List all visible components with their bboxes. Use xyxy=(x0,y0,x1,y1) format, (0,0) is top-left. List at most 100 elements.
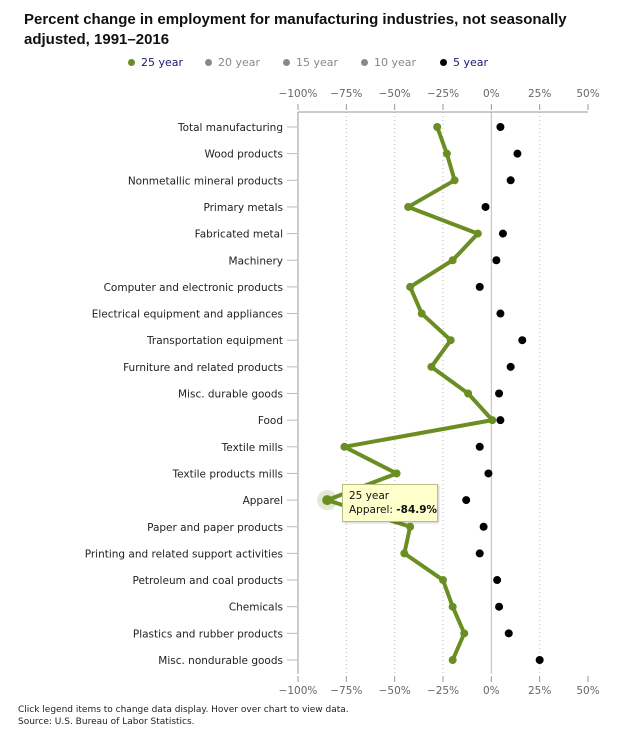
data-point-5-year xyxy=(506,362,515,371)
data-point-5-year xyxy=(504,629,513,638)
legend-label: 10 year xyxy=(374,56,417,69)
data-point-5-year xyxy=(518,336,527,345)
x-tick-label-top: −75% xyxy=(330,88,362,100)
tooltip: 25 year Apparel: -84.9% xyxy=(342,484,438,522)
x-tick-label-bottom: 0% xyxy=(483,685,500,697)
data-point-25-year xyxy=(473,229,482,238)
data-point-5-year xyxy=(496,416,505,425)
category-label: Paper and paper products xyxy=(147,522,283,534)
legend-label: 25 year xyxy=(141,56,184,69)
data-point-25-year xyxy=(442,149,451,158)
legend-marker-icon xyxy=(361,59,368,66)
data-point-5-year xyxy=(462,496,471,505)
category-label: Misc. nondurable goods xyxy=(158,655,283,667)
data-point-25-year xyxy=(427,362,436,371)
x-tick-label-top: −100% xyxy=(279,88,318,100)
data-point-5-year xyxy=(495,602,504,611)
data-point-25-year xyxy=(448,602,457,611)
data-point-25-year xyxy=(417,309,426,318)
data-point-5-year xyxy=(496,123,505,131)
legend-label: 5 year xyxy=(453,56,489,69)
x-tick-label-top: 0% xyxy=(483,88,500,100)
data-point-25-year xyxy=(448,256,457,265)
data-point-25-year xyxy=(406,522,415,531)
data-point-25-year xyxy=(406,282,415,291)
tooltip-value: -84.9% xyxy=(396,504,438,516)
x-tick-label-bottom: 25% xyxy=(528,685,551,697)
x-tick-label-top: 50% xyxy=(576,88,599,100)
data-point-25-year xyxy=(488,416,497,425)
category-label: Petroleum and coal products xyxy=(133,575,283,587)
data-point-5-year xyxy=(484,469,493,478)
legend: 25 year 20 year 15 year 10 year 5 year xyxy=(0,56,621,74)
legend-item[interactable]: 20 year xyxy=(205,56,260,69)
data-point-5-year xyxy=(481,202,490,211)
data-point-5-year xyxy=(498,229,507,238)
x-tick-label-top: −25% xyxy=(427,88,459,100)
chart-notes: Click legend items to change data displa… xyxy=(18,704,349,728)
data-point-25-year xyxy=(392,469,401,478)
legend-marker-icon xyxy=(283,59,290,66)
x-tick-label-bottom: −25% xyxy=(427,685,459,697)
category-label: Food xyxy=(258,415,283,427)
legend-marker-icon xyxy=(440,59,447,66)
category-label: Total manufacturing xyxy=(177,122,283,134)
data-point-25-year xyxy=(448,656,457,664)
data-point-5-year xyxy=(535,656,544,664)
legend-label: 20 year xyxy=(218,56,261,69)
data-point-5-year xyxy=(513,149,522,158)
data-point-5-year xyxy=(506,176,515,185)
tooltip-series: 25 year xyxy=(349,490,390,502)
data-point-5-year xyxy=(475,282,484,291)
category-label: Computer and electronic products xyxy=(104,282,283,294)
data-point-5-year xyxy=(493,576,502,585)
legend-item[interactable]: 5 year xyxy=(440,56,488,69)
category-label: Chemicals xyxy=(229,602,283,614)
data-point-5-year xyxy=(479,522,488,531)
data-point-25-year xyxy=(340,442,349,451)
data-point-5-year xyxy=(475,442,484,451)
data-point-25-year xyxy=(460,629,469,638)
data-point-25-year xyxy=(400,549,409,558)
legend-label: 15 year xyxy=(296,56,339,69)
data-point-25-year xyxy=(404,202,413,211)
data-point-5-year xyxy=(492,256,501,265)
data-point-25-year xyxy=(433,123,442,131)
legend-marker-icon xyxy=(205,59,212,66)
data-point-25-year xyxy=(446,336,455,345)
x-tick-label-bottom: −100% xyxy=(279,685,318,697)
category-label: Fabricated metal xyxy=(195,229,283,241)
category-label: Printing and related support activities xyxy=(85,548,283,560)
category-label: Textile products mills xyxy=(171,468,283,480)
data-point-25-year xyxy=(464,389,473,398)
instructions-note: Click legend items to change data displa… xyxy=(18,705,349,715)
category-label: Transportation equipment xyxy=(146,335,283,347)
x-tick-label-top: 25% xyxy=(528,88,551,100)
legend-item[interactable]: 10 year xyxy=(361,56,416,69)
category-label: Furniture and related products xyxy=(123,362,283,374)
x-tick-label-bottom: −75% xyxy=(330,685,362,697)
legend-marker-icon xyxy=(128,59,135,66)
data-point-25-year xyxy=(439,576,447,585)
data-point-5-year xyxy=(496,309,505,318)
category-label: Apparel xyxy=(243,495,283,507)
source-note: Source: U.S. Bureau of Labor Statistics. xyxy=(18,717,195,727)
x-tick-label-bottom: 50% xyxy=(576,685,599,697)
category-label: Wood products xyxy=(205,149,283,161)
legend-item[interactable]: 25 year xyxy=(128,56,183,69)
tooltip-value-line: Apparel: -84.9% xyxy=(349,503,437,517)
chart-title: Percent change in employment for manufac… xyxy=(24,11,567,48)
category-label: Primary metals xyxy=(203,202,283,214)
data-point-25-year xyxy=(322,495,333,506)
category-label: Misc. durable goods xyxy=(178,389,283,401)
category-label: Nonmetallic mineral products xyxy=(128,175,283,187)
category-label: Textile mills xyxy=(221,442,283,454)
category-label: Plastics and rubber products xyxy=(133,628,283,640)
x-tick-label-top: −50% xyxy=(379,88,411,100)
legend-item[interactable]: 15 year xyxy=(283,56,338,69)
x-tick-label-bottom: −50% xyxy=(379,685,411,697)
data-point-25-year xyxy=(450,176,459,185)
category-label: Electrical equipment and appliances xyxy=(92,309,283,321)
tooltip-label: Apparel: xyxy=(349,504,393,516)
